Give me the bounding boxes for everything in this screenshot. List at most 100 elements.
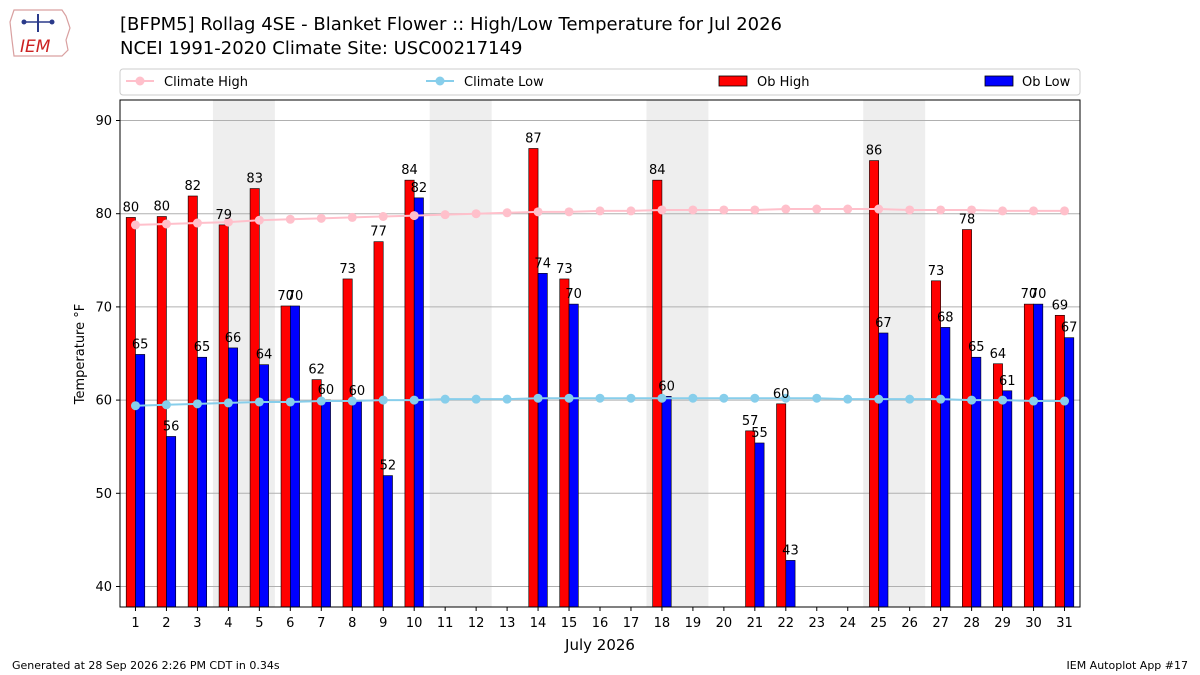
ob-high-bar-day-9	[373, 241, 384, 608]
x-tick-label-15: 15	[561, 616, 578, 631]
ob-low-label-day-1: 65	[132, 337, 149, 352]
ob-low-label-day-3: 65	[194, 340, 211, 355]
x-tick-label-2: 2	[162, 616, 170, 631]
climate-low-point-day-28	[967, 395, 977, 405]
x-tick-label-7: 7	[317, 616, 325, 631]
ob-low-label-day-6: 70	[287, 289, 304, 304]
ob-high-bar-day-7	[311, 379, 322, 608]
y-axis-ticks: 40 50 60 70 80 90	[95, 114, 120, 595]
climate-low-point-day-18	[657, 393, 667, 403]
climate-high-point-day-31	[1060, 206, 1070, 216]
ob-high-bars	[125, 148, 1065, 608]
ob-high-label-day-27: 73	[928, 264, 945, 279]
legend-label-climate-low: Climate Low	[464, 75, 544, 90]
climate-low-point-day-2	[161, 400, 171, 410]
ob-high-label-day-10: 84	[401, 163, 418, 178]
x-tick-label-3: 3	[193, 616, 201, 631]
x-tick-label-27: 27	[932, 616, 949, 631]
climate-high-point-day-14	[533, 207, 543, 217]
ob-low-label-day-9: 52	[380, 459, 397, 474]
legend-entry-ob-low: Ob Low	[984, 75, 1071, 90]
climate-high-point-day-21	[750, 205, 760, 215]
ob-high-label-day-5: 83	[246, 172, 263, 187]
climate-low-point-day-31	[1060, 396, 1070, 406]
ob-high-bar-day-28	[962, 229, 972, 608]
ob-high-label-day-15: 73	[556, 262, 573, 277]
ob-high-bar-day-6	[280, 305, 291, 608]
ob-low-label-day-18: 60	[658, 379, 675, 394]
ob-high-label-day-6: 70	[277, 289, 294, 304]
chart-subtitle: NCEI 1991-2020 Climate Site: USC00217149	[120, 38, 522, 59]
x-tick-label-18: 18	[654, 616, 671, 631]
x-tick-label-16: 16	[592, 616, 609, 631]
legend-frame	[119, 68, 1081, 96]
ob-low-bar-day-9	[382, 475, 393, 608]
ob-low-bar-day-8	[351, 400, 362, 608]
climate-high-point-day-19	[688, 205, 698, 215]
ob-low-bar-day-22	[785, 560, 796, 608]
ob-high-bar-day-4	[218, 224, 229, 608]
climate-low-point-day-24	[843, 394, 853, 404]
ob-high-bar-day-10	[404, 179, 415, 608]
ob-low-bar-day-6	[290, 305, 300, 608]
x-tick-label-4: 4	[224, 616, 232, 631]
ob-low-bar-day-27	[940, 327, 951, 608]
ob-low-label-day-27: 68	[937, 310, 954, 325]
climate-low-point-day-26	[905, 394, 915, 404]
climate-high-point-day-18	[657, 205, 667, 215]
ob-high-label-day-14: 87	[525, 131, 542, 146]
climate-high-point-day-17	[626, 206, 636, 216]
ob-high-bar-day-30	[1023, 303, 1034, 608]
ob-low-label-day-4: 66	[225, 331, 242, 346]
ob-high-label-day-9: 77	[370, 225, 387, 240]
chart-title: [BFPM5] Rollag 4SE - Blanket Flower :: H…	[120, 14, 782, 35]
legend-label-ob-high: Ob High	[757, 75, 810, 90]
ob-high-label-day-21: 57	[742, 414, 759, 429]
ob-low-label-day-22: 43	[782, 543, 799, 558]
climate-high-point-day-23	[812, 204, 822, 214]
ob-low-bar-day-2	[166, 436, 177, 608]
climate-low-point-day-5	[254, 397, 264, 407]
climate-low-point-day-29	[998, 395, 1008, 405]
x-tick-label-10: 10	[406, 616, 423, 631]
climate-high-point-day-12	[471, 209, 481, 219]
climate-high-point-day-7	[316, 213, 326, 223]
ob-high-bar-day-15	[559, 278, 570, 608]
ob-low-label-day-5: 64	[256, 348, 273, 363]
ob-low-label-day-29: 61	[999, 374, 1016, 389]
climate-high-point-day-8	[347, 212, 357, 222]
climate-high-point-day-5	[254, 215, 264, 225]
ob-low-bar-day-15	[568, 303, 579, 608]
climate-high-point-day-27	[936, 205, 946, 215]
ob-low-label-day-14: 74	[534, 256, 551, 271]
ob-low-bar-day-29	[1002, 390, 1013, 608]
climate-high-point-day-1	[130, 220, 140, 230]
climate-high-point-day-4	[223, 217, 233, 227]
climate-lines	[130, 204, 1070, 411]
y-tick-label-90: 90	[95, 114, 112, 129]
climate-high-point-day-13	[502, 208, 512, 218]
y-tick-label-70: 70	[95, 300, 112, 315]
climate-high-point-day-10	[409, 211, 419, 221]
x-tick-label-13: 13	[499, 616, 516, 631]
ob-high-label-day-22: 60	[773, 387, 790, 402]
climate-low-point-day-10	[409, 395, 419, 405]
ob-low-bar-day-4	[228, 347, 238, 608]
ob-low-bar-day-7	[320, 399, 331, 608]
climate-high-point-day-24	[843, 204, 853, 214]
legend-entry-climate-high: Climate High	[126, 75, 248, 90]
ob-low-label-day-25: 67	[875, 316, 892, 331]
climate-low-point-day-6	[285, 397, 295, 407]
climate-low-point-day-3	[192, 399, 202, 409]
ob-high-bar-day-2	[156, 216, 167, 608]
y-tick-label-80: 80	[95, 207, 112, 222]
weekend-band-2	[429, 100, 492, 607]
climate-low-point-day-30	[1029, 396, 1039, 406]
ob-high-label-day-30: 70	[1021, 287, 1038, 302]
logo-text: IEM	[20, 37, 51, 57]
climate-high-point-day-22	[781, 204, 791, 214]
y-tick-label-40: 40	[95, 580, 112, 595]
ob-high-label-day-18: 84	[649, 163, 666, 178]
ob-low-bar-day-14	[537, 273, 548, 608]
